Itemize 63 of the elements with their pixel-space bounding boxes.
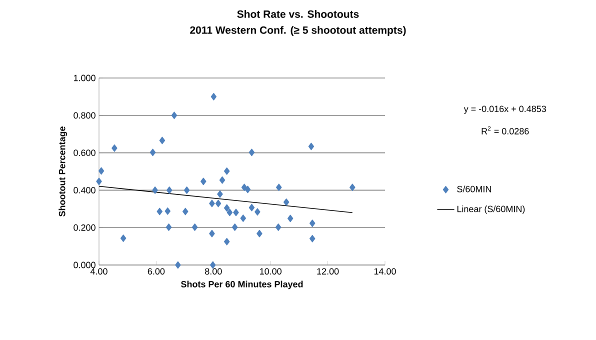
point	[224, 204, 230, 212]
text: R$^{2}$ = 0.0286	[482, 126, 529, 134]
point	[309, 220, 316, 227]
text: y = -0.016x + 0.4853	[464, 106, 546, 114]
point	[96, 178, 102, 186]
legend-label: Linear (S/60MIN)	[457, 206, 525, 214]
point	[166, 186, 172, 194]
point	[248, 148, 255, 156]
point	[150, 148, 156, 156]
y-tick-label: 0.800	[74, 112, 96, 119]
point	[233, 208, 239, 216]
point	[232, 224, 238, 231]
point	[226, 208, 233, 216]
chart-title: Shot Rate vs. Shootouts	[237, 10, 359, 18]
x-tick-label: 6.00	[148, 268, 165, 275]
point	[308, 142, 314, 150]
point	[182, 208, 188, 216]
point	[210, 92, 217, 100]
point	[175, 261, 181, 269]
point	[120, 234, 126, 242]
point	[287, 214, 294, 222]
point	[217, 190, 223, 198]
point	[184, 186, 190, 194]
y-tick-label: 0.200	[74, 224, 96, 231]
x-axis-title: Shots Per 60 Minutes Played	[181, 280, 303, 290]
y-tick-label: 1.000	[74, 74, 96, 82]
x-tick-label: 4.00	[90, 268, 108, 275]
point	[275, 224, 282, 231]
point	[164, 207, 171, 215]
point	[166, 224, 172, 231]
point	[309, 234, 316, 242]
point	[219, 176, 226, 184]
point	[209, 230, 215, 238]
point	[98, 167, 104, 175]
y-tick-label: 0.600	[74, 150, 96, 156]
point	[244, 186, 251, 194]
point	[112, 144, 118, 152]
point	[240, 214, 246, 222]
x-tick-label: 8.00	[205, 268, 222, 275]
chart-subtitle: 2011 Western Conf. (≥ 5 shootout attempts)	[190, 26, 406, 36]
point	[159, 136, 166, 144]
point	[248, 204, 255, 212]
x-tick-label: 14.00	[374, 268, 396, 275]
point	[283, 198, 290, 206]
y-tick-label: 0.400	[74, 187, 96, 194]
point	[224, 238, 230, 246]
point	[192, 224, 198, 231]
point	[209, 200, 215, 208]
point	[171, 112, 178, 120]
point	[215, 200, 222, 208]
point	[200, 178, 206, 186]
x-tick-label: 10.00	[260, 268, 282, 275]
point	[254, 208, 260, 216]
point	[350, 184, 356, 192]
y-axis-title: Shootout Percentage	[58, 126, 68, 216]
x-tick-label: 12.00	[317, 268, 339, 275]
point	[276, 184, 282, 192]
legend-label: S/60MIN	[457, 186, 491, 192]
point	[256, 230, 262, 238]
y-tick-label: 0.000	[74, 262, 96, 268]
point	[224, 167, 230, 175]
point	[156, 208, 163, 216]
point	[152, 186, 158, 194]
